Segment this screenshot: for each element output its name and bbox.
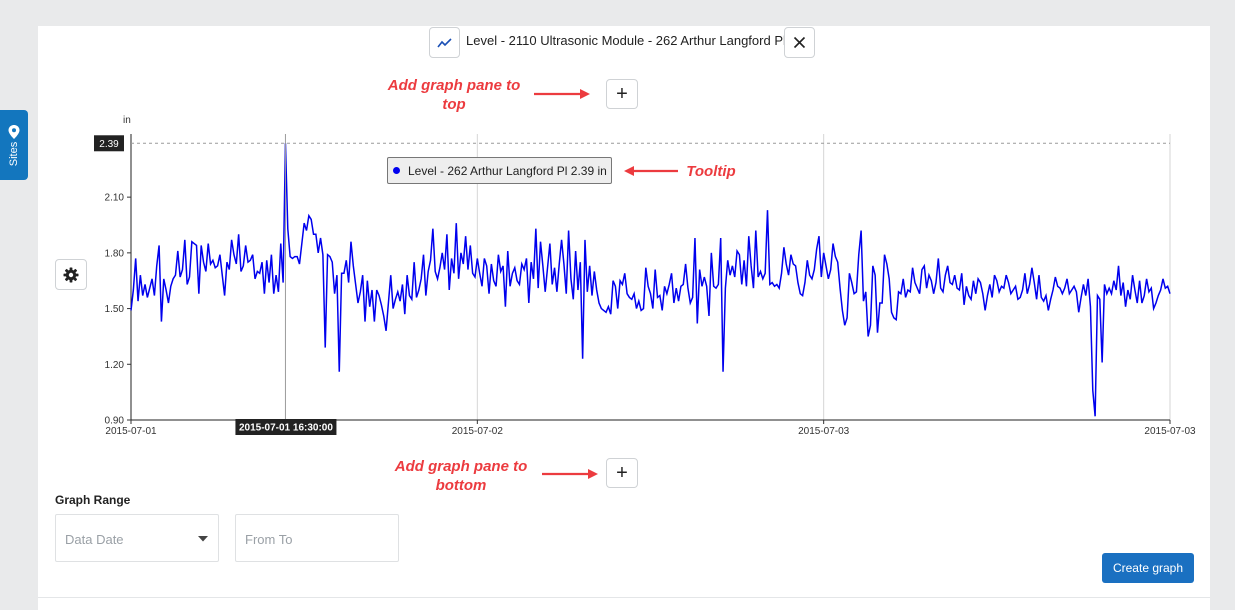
divider xyxy=(38,597,1210,598)
annotation-add-bottom: Add graph pane to bottom xyxy=(382,457,540,495)
y-tick-label: 2.10 xyxy=(105,193,125,204)
tooltip-series-dot xyxy=(393,167,400,174)
arrow-right-icon xyxy=(542,469,598,479)
chart-tooltip: Level - 262 Arthur Langford Pl 2.39 in xyxy=(387,157,612,184)
location-pin-icon xyxy=(8,125,20,139)
y-tick-label: 1.80 xyxy=(105,248,125,259)
x-tick-label: 2015-07-02 xyxy=(452,426,504,437)
main-panel xyxy=(38,26,1210,610)
arrow-left-icon xyxy=(624,166,678,176)
crosshair-x-label: 2015-07-01 16:30:00 xyxy=(239,423,333,434)
annotation-add-top-line1: Add graph pane to xyxy=(387,77,521,94)
x-tick-label: 2015-07-03 xyxy=(798,426,850,437)
from-to-placeholder: From To xyxy=(245,532,293,547)
x-tick-label: 2015-07-01 xyxy=(105,426,157,437)
close-icon xyxy=(793,36,806,49)
settings-button[interactable] xyxy=(55,259,87,290)
create-graph-button[interactable]: Create graph xyxy=(1102,553,1194,583)
graph-range-label: Graph Range xyxy=(55,493,131,507)
gear-icon xyxy=(63,267,79,282)
y-tick-label: 1.50 xyxy=(105,304,125,315)
arrow-right-icon xyxy=(534,89,590,99)
tooltip-text: Level - 262 Arthur Langford Pl 2.39 in xyxy=(408,163,607,178)
annotation-add-bottom-line2: bottom xyxy=(435,477,487,494)
line-chart-icon xyxy=(436,37,452,47)
add-pane-bottom-button[interactable]: + xyxy=(606,458,638,488)
data-date-select[interactable]: Data Date xyxy=(55,514,219,562)
chart-type-button[interactable] xyxy=(429,27,460,58)
sites-tab[interactable]: Sites xyxy=(0,110,28,180)
y-tick-label: 0.90 xyxy=(105,416,125,427)
data-date-select-value: Data Date xyxy=(65,532,124,547)
add-pane-top-button[interactable]: + xyxy=(606,79,638,109)
y-axis-unit-label: in xyxy=(123,115,131,126)
series-title: Level - 2110 Ultrasonic Module - 262 Art… xyxy=(466,33,786,48)
x-tick-label: 2015-07-03 xyxy=(1144,426,1196,437)
annotation-add-bottom-line1: Add graph pane to xyxy=(394,458,528,475)
from-to-input[interactable]: From To xyxy=(235,514,399,562)
caret-down-icon xyxy=(198,536,208,542)
y-tick-label: 1.20 xyxy=(105,360,125,371)
annotation-add-top: Add graph pane to top xyxy=(374,76,534,114)
annotation-add-top-line2: top xyxy=(442,96,466,113)
crosshair-x-label-box xyxy=(235,419,337,435)
close-button[interactable] xyxy=(784,27,815,58)
annotation-tooltip: Tooltip xyxy=(686,163,736,180)
crosshair-y-label: 2.39 xyxy=(99,139,119,150)
crosshair-y-label-box xyxy=(94,135,124,152)
series-line-level xyxy=(130,143,1171,417)
